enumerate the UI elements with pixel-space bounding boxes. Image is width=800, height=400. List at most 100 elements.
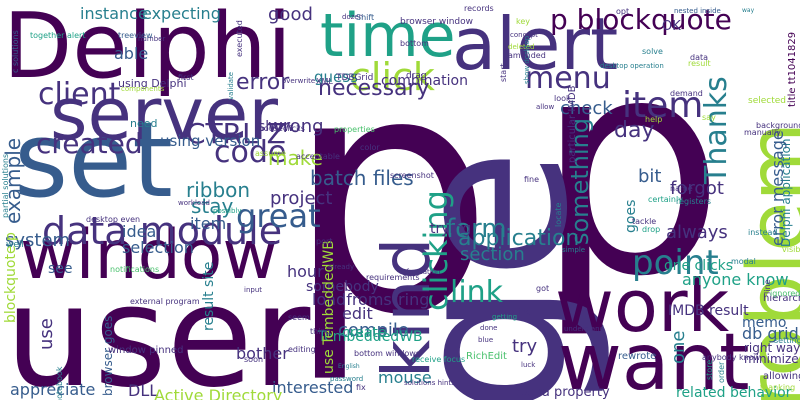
word-using-version: using version	[160, 132, 261, 150]
word-point: point	[632, 243, 719, 283]
word-work: work	[555, 264, 730, 348]
word-demand: demand	[670, 89, 703, 98]
word-item: item	[190, 214, 227, 233]
word-bottom: bottom	[400, 39, 429, 48]
word-xml: XML	[316, 77, 333, 86]
word-mouse: mouse	[378, 368, 432, 387]
word-ignored: ignored	[770, 289, 800, 298]
word-screenshot: screenshot	[390, 171, 434, 180]
word-treeview: treeview	[118, 31, 153, 40]
word-title-tt1041829: title tt1041829	[787, 31, 798, 107]
word-amended: amended	[508, 51, 546, 60]
word-set: set	[14, 99, 173, 221]
word-show: show	[258, 119, 295, 135]
word-components: components	[121, 85, 165, 93]
word-partial-solutions: partial solutions	[1, 153, 10, 218]
word-registers: registers	[676, 197, 712, 206]
word-certainly: certainly	[648, 195, 683, 204]
word-notebook: notebook	[55, 366, 64, 400]
word-right-way: right way	[744, 341, 800, 355]
word-say: say	[702, 113, 716, 122]
word-hour: hour	[287, 262, 324, 281]
word-english: English	[338, 363, 360, 370]
word-simple: simple	[562, 246, 586, 254]
word-richedit: RichEdit	[466, 351, 507, 362]
word-create: create	[342, 325, 387, 341]
word-thing: thing	[310, 327, 331, 336]
word-wrong: wrong	[268, 116, 324, 137]
word-validate: validate	[227, 71, 235, 100]
word-name: name	[670, 184, 693, 193]
word-input: input	[244, 286, 263, 294]
word-notifications: notifications	[110, 265, 160, 274]
word-want: want	[558, 318, 750, 400]
word-number: number	[138, 35, 166, 43]
word-forgot: forgot	[670, 178, 724, 199]
word-created: created	[36, 127, 143, 160]
word-selected: selected	[748, 96, 786, 106]
word-acceptable: acceptable	[296, 152, 340, 161]
word-great: great	[236, 197, 321, 235]
word-one-clicks: one clicks	[664, 258, 734, 274]
word-information: information	[400, 268, 441, 276]
word-start: start	[499, 63, 508, 82]
word-data: data	[690, 53, 709, 62]
word-properties: properties	[334, 125, 375, 134]
word-p: p	[285, 3, 495, 387]
word-browser-window: browser window	[400, 17, 474, 27]
word-section: section	[460, 244, 525, 265]
word-always: always	[666, 222, 728, 243]
word-dozen: dozen	[342, 13, 364, 21]
word-hierarchy: hierarchy	[763, 293, 800, 304]
word-imdb-result: IMDB result	[668, 303, 749, 319]
word-somebody: somebody	[306, 279, 379, 295]
word-nested-inside: nested inside	[674, 7, 721, 15]
word-edit: edit	[342, 304, 373, 323]
word-done: done	[480, 324, 498, 332]
word-expecting: expecting	[142, 4, 221, 23]
word-click: click	[350, 55, 435, 99]
word-day: day	[614, 118, 655, 143]
word-need: need	[130, 117, 158, 130]
word-understand: understand	[564, 325, 605, 333]
word-combination: combination	[381, 73, 468, 89]
word-drop: drop	[642, 225, 661, 234]
word-records: records	[464, 4, 494, 13]
word-thanking: thanking	[760, 383, 796, 392]
word-luck: luck	[521, 361, 536, 369]
word-client: client	[38, 77, 121, 112]
word-opt: opt	[616, 7, 630, 16]
word-instead: instead	[748, 228, 778, 237]
word-getting: getting	[492, 313, 518, 321]
word-use: use	[36, 318, 57, 350]
word-check: check	[560, 98, 613, 119]
word-db-grid: db grid	[742, 324, 799, 343]
word-allowing: allowing	[763, 371, 800, 382]
word-first: first	[178, 73, 194, 82]
word-solve: solve	[642, 47, 663, 56]
word-window: window	[20, 216, 278, 295]
word-window-pinned: window pinned	[108, 345, 184, 356]
word-soon: soon	[244, 355, 264, 364]
word-interested: interested	[272, 378, 354, 397]
word-loadfromstring: loadfromstring	[312, 290, 430, 309]
word-see: see	[48, 261, 73, 277]
word-modal: modal	[731, 257, 756, 266]
word-possibly: possibly	[213, 207, 242, 215]
word-use-tembeddedwb: use TembeddedWB	[321, 240, 337, 374]
word-bottom-windows: bottom windows	[354, 349, 420, 358]
word-item: item	[622, 85, 704, 126]
word-make: make	[268, 146, 323, 170]
word-locate: locate	[554, 202, 563, 227]
word-c-solutions: c solutions	[11, 30, 20, 73]
word-tdbgrid: TDBGrid	[336, 73, 374, 83]
word-got: got	[536, 284, 550, 293]
word-guess: guess	[314, 68, 358, 86]
word-setting: setting	[774, 336, 800, 345]
word-application: application	[458, 226, 580, 251]
word-already: already	[328, 263, 355, 271]
word-extra-property: extra property	[516, 385, 610, 400]
word-tackle: tackle	[632, 217, 657, 226]
word-way: way	[742, 7, 755, 14]
word-active-directory: Active Directory	[154, 386, 283, 400]
